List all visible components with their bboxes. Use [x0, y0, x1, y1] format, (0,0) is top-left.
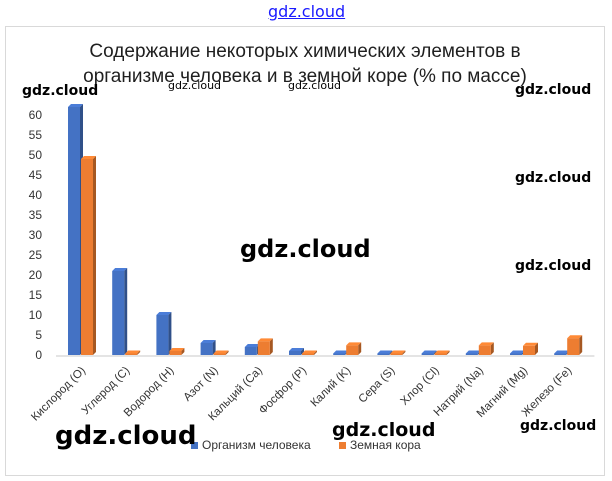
- y-tick-label: 0: [35, 348, 42, 362]
- chart-title-line: организме человека и в земной коре (% по…: [83, 66, 527, 87]
- y-tick-label: 25: [29, 248, 43, 262]
- category-label: Хлор (Cl): [399, 365, 442, 408]
- legend: Организм человека Земная кора: [191, 438, 421, 452]
- watermark: gdz.cloud: [515, 82, 592, 98]
- bar-human: [156, 312, 172, 355]
- y-tick-label: 50: [29, 148, 43, 162]
- y-tick-label: 10: [29, 308, 43, 322]
- y-tick-label: 60: [29, 108, 43, 122]
- bar-earth-crust: [478, 342, 494, 355]
- bar-earth-crust: [523, 342, 538, 355]
- bar-earth-crust: [257, 338, 273, 355]
- x-axis-labels: Кислород (O)Углерод (C)Водород (H) Азот (…: [29, 365, 574, 424]
- bar-human: [554, 350, 570, 355]
- chart-title-line: Содержание некоторых химических элементо…: [89, 41, 520, 62]
- category-label: Кислород (O): [29, 365, 88, 424]
- bar-human: [510, 350, 525, 355]
- y-tick-label: 5: [35, 328, 42, 342]
- watermark: gdz.cloud: [288, 79, 342, 92]
- watermark: gdz.cloud: [332, 419, 436, 441]
- bar-earth-crust: [434, 350, 450, 355]
- legend-swatch: [191, 442, 198, 449]
- y-axis: 0 5 10 15 20 25 30 35 40 45 50 55 60: [29, 108, 595, 362]
- bar-earth-crust: [390, 350, 406, 355]
- bar-human: [68, 104, 83, 355]
- y-tick-label: 45: [29, 168, 43, 182]
- bar-earth-crust: [169, 348, 185, 355]
- chart-title: Содержание некоторых химических элементо…: [83, 41, 527, 87]
- chart-svg: Содержание некоторых химических элементо…: [29, 41, 595, 452]
- category-label: Фосфор (P): [257, 365, 309, 417]
- category-label: Калий (K): [309, 365, 354, 410]
- y-tick-label: 40: [29, 188, 43, 202]
- bar-human: [465, 350, 481, 355]
- watermark: gdz.cloud: [240, 235, 371, 263]
- bar-human: [289, 348, 304, 355]
- watermark: gdz.cloud: [22, 83, 99, 99]
- y-tick-label: 35: [29, 208, 43, 222]
- bar-human: [377, 350, 393, 355]
- bar-human: [112, 268, 128, 355]
- category-label: Азот (N): [182, 365, 221, 404]
- bars: [68, 104, 583, 355]
- bar-human: [200, 340, 216, 355]
- legend-swatch: [339, 442, 346, 449]
- y-tick-label: 15: [29, 288, 43, 302]
- bar-earth-crust: [567, 335, 583, 355]
- y-tick-label: 55: [29, 128, 43, 142]
- legend-label: Земная кора: [350, 438, 421, 452]
- watermark: gdz.cloud: [168, 79, 222, 92]
- watermark: gdz.cloud: [515, 258, 592, 274]
- watermark: gdz.cloud: [515, 170, 592, 186]
- watermark-link[interactable]: gdz.cloud: [268, 2, 346, 21]
- bar-human: [244, 344, 260, 355]
- category-label: Сера (S): [356, 365, 397, 406]
- bar-earth-crust: [125, 350, 141, 355]
- bar-human: [421, 350, 437, 355]
- y-tick-label: 30: [29, 228, 43, 242]
- bar-earth-crust: [81, 156, 96, 355]
- bar-human: [333, 350, 349, 355]
- legend-label: Организм человека: [202, 438, 311, 452]
- watermark: gdz.cloud: [55, 421, 197, 451]
- y-tick-label: 20: [29, 268, 43, 282]
- bar-earth-crust: [302, 350, 317, 355]
- chart-area: Содержание некоторых химических элементо…: [5, 26, 605, 476]
- bar-earth-crust: [213, 350, 229, 355]
- bar-earth-crust: [346, 342, 362, 355]
- watermark: gdz.cloud: [520, 418, 597, 434]
